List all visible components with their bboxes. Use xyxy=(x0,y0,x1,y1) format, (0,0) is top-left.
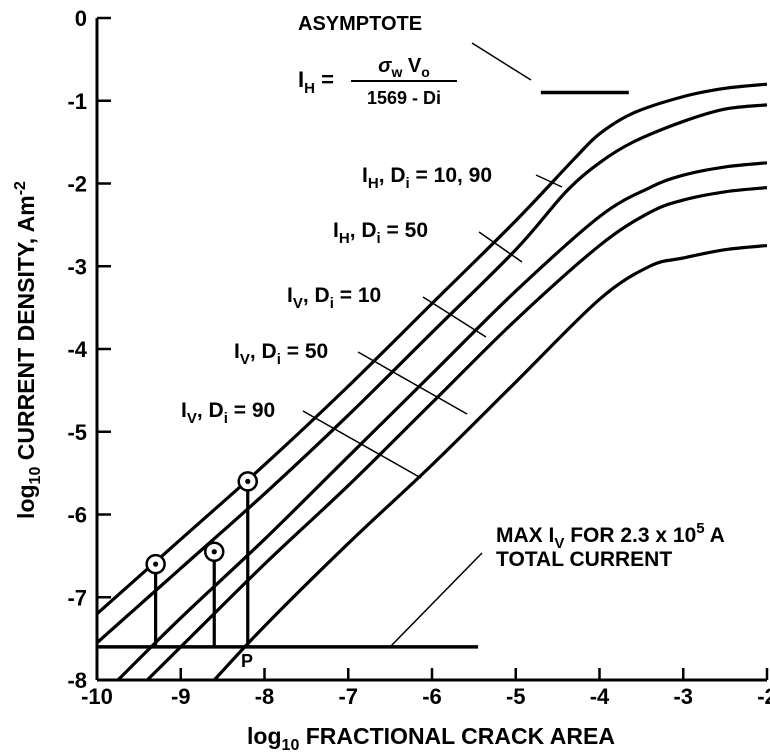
series-line-5 xyxy=(213,243,767,680)
max-iv-label: MAX IV FOR 2.3 x 105 A TOTAL CURRENT xyxy=(388,520,725,649)
curve-label-iv-50: IV, Di = 50 xyxy=(234,340,468,415)
y-tick-label: -3 xyxy=(67,254,87,279)
series-line-1 xyxy=(97,82,767,615)
y-tick-label: -8 xyxy=(67,668,87,693)
curve-label-iv-90: IV, Di = 90 xyxy=(181,399,422,479)
curve-label-ih-50: IH, Di = 50 xyxy=(333,219,523,263)
x-tick-label: -5 xyxy=(506,684,526,709)
svg-text:IV, Di = 90: IV, Di = 90 xyxy=(181,399,275,427)
stem-marker-dot xyxy=(153,561,159,567)
x-axis-label: log10 FRACTIONAL CRACK AREA xyxy=(247,723,615,754)
y-tick-label: -6 xyxy=(67,503,87,528)
asymptote-leader xyxy=(471,42,532,81)
y-tick-label: -4 xyxy=(67,337,87,362)
svg-text:1569 - Di: 1569 - Di xyxy=(367,88,441,108)
series-line-2 xyxy=(97,103,767,644)
svg-text:TOTAL CURRENT: TOTAL CURRENT xyxy=(496,548,672,571)
y-tick-label: -7 xyxy=(67,585,87,610)
x-tick-label: -6 xyxy=(422,684,442,709)
x-tick-label: -10 xyxy=(81,684,113,709)
y-ticks: 0 -1 -2 -3 -4 -5 -6 -7 -8 xyxy=(67,6,111,693)
axes xyxy=(95,18,767,682)
svg-text:IH, Di = 10, 90: IH, Di = 10, 90 xyxy=(362,164,492,192)
reference-lines xyxy=(97,90,629,649)
asymptote-title: ASYMPTOTE xyxy=(298,13,422,35)
stem-marker-dot xyxy=(211,549,217,555)
x-tick-label: -4 xyxy=(590,684,610,709)
curves xyxy=(97,82,767,680)
svg-text:IV, Di = 50: IV, Di = 50 xyxy=(234,340,328,368)
x-tick-label: -2 xyxy=(757,684,770,709)
curve-label-ih-10-90: IH, Di = 10, 90 xyxy=(362,164,563,192)
x-tick-label: -8 xyxy=(255,684,275,709)
y-tick-label: -5 xyxy=(67,420,87,445)
svg-text:σw Vo: σw Vo xyxy=(378,55,430,80)
x-ticks: -10 -9 -8 -7 -6 -5 -4 -3 -2 xyxy=(81,668,770,709)
curve-label-iv-10: IV, Di = 10 xyxy=(287,284,487,338)
stem-marker-dot xyxy=(245,478,251,484)
series-line-4 xyxy=(146,186,767,680)
x-tick-label: -7 xyxy=(338,684,358,709)
svg-text:IH =: IH = xyxy=(298,67,334,97)
y-tick-label: -2 xyxy=(67,172,87,197)
svg-text:IV, Di = 10: IV, Di = 10 xyxy=(287,284,381,312)
y-tick-label: 0 xyxy=(75,6,87,31)
asymptote-formula: IH = σw Vo 1569 - Di xyxy=(298,55,457,108)
svg-text:IH, Di = 50: IH, Di = 50 xyxy=(333,219,428,247)
stems xyxy=(145,471,258,647)
y-tick-label: -1 xyxy=(67,89,87,114)
x-tick-label: -9 xyxy=(171,684,191,709)
svg-text:MAX IV FOR 2.3 x 105 A: MAX IV FOR 2.3 x 105 A xyxy=(496,520,725,552)
point-p-label: P xyxy=(241,651,253,671)
series-line-3 xyxy=(116,161,767,680)
y-axis-label: log10 CURRENT DENSITY, Am-2 xyxy=(12,181,44,519)
x-tick-label: -3 xyxy=(673,684,693,709)
